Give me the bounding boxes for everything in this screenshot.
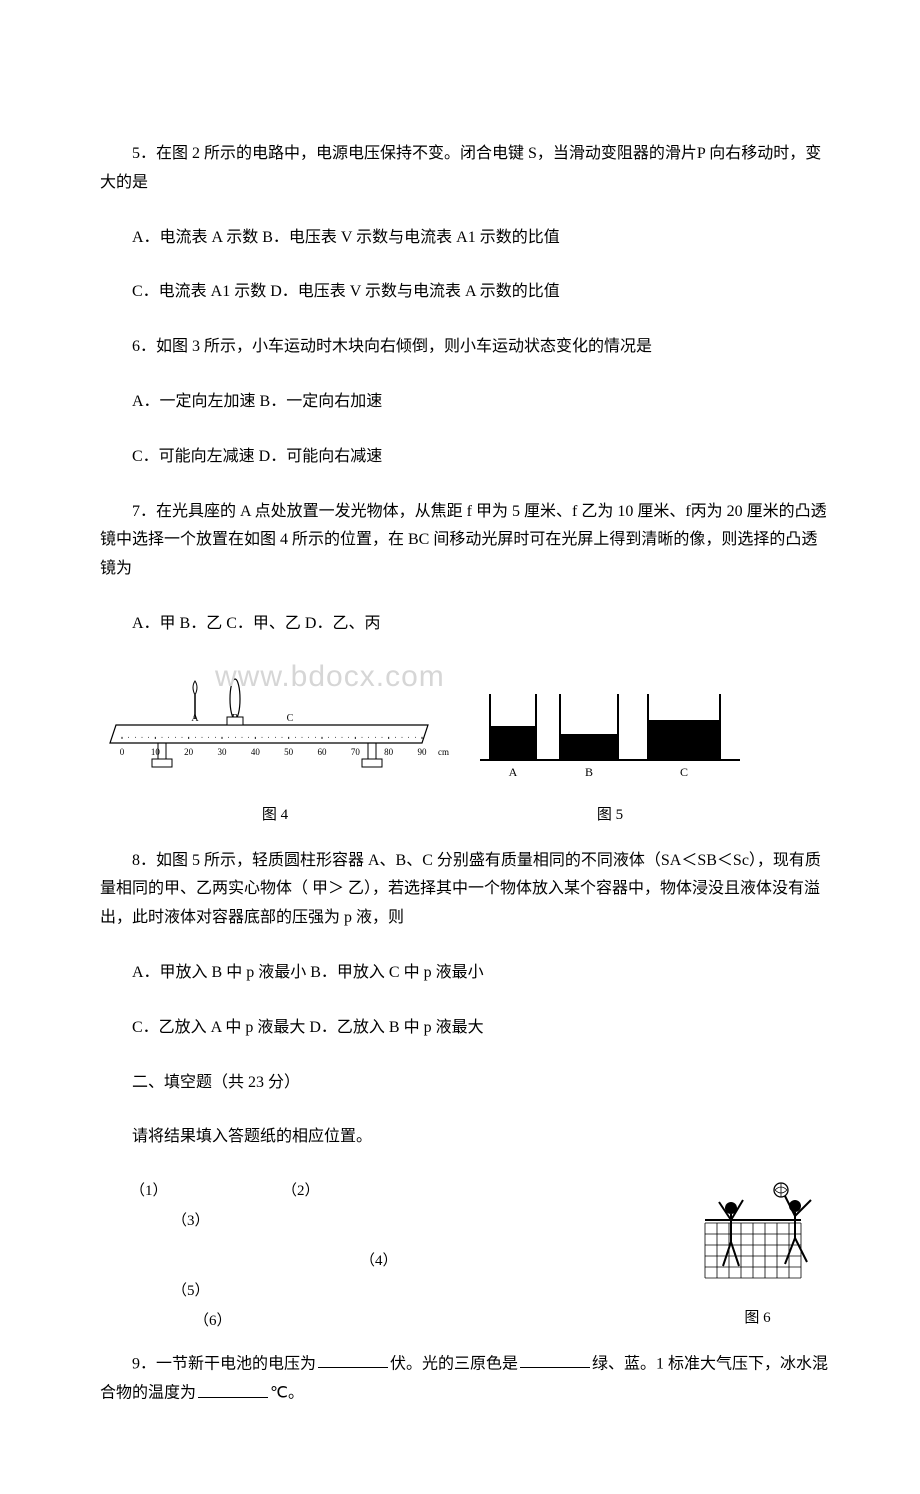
blank-3: （3） [172, 1208, 210, 1235]
q9: 9．一节新干电池的电压为伏。光的三原色是绿、蓝。1 标准大气压下，冰水混合物的温… [100, 1350, 830, 1408]
q9-pre: 9．一节新干电池的电压为 [132, 1355, 316, 1372]
svg-text:40: 40 [251, 747, 260, 757]
watermark: www.bdocx.com [215, 650, 445, 704]
q6-opts-ab: A．一定向左加速 B．一定向右加速 [100, 388, 830, 417]
svg-text:60: 60 [318, 747, 328, 757]
svg-text:C: C [287, 713, 294, 724]
section2-title: 二、填空题（共 23 分） [100, 1069, 830, 1098]
q9-blank-2 [520, 1350, 590, 1368]
fig6-svg [685, 1178, 830, 1288]
q7-stem: 7．在光具座的 A 点处放置一发光物体，从焦距 f 甲为 5 厘米、f 乙为 1… [100, 498, 830, 584]
blank-5: （5） [172, 1278, 210, 1305]
q9-blank-1 [318, 1350, 388, 1368]
blanks-row: （1） （2） （3） （4） （5） （6） 图 6 [100, 1178, 830, 1332]
blank-1: （1） [130, 1178, 168, 1205]
q8-opts-ab: A．甲放入 B 中 p 液最小 B．甲放入 C 中 p 液最小 [100, 959, 830, 988]
q9-post: ℃。 [270, 1385, 304, 1402]
svg-text:10: 10 [151, 747, 161, 757]
fig6-container: 图 6 [685, 1178, 830, 1332]
blank-2: （2） [282, 1178, 320, 1205]
fig4-label: 图 4 [100, 802, 450, 829]
svg-text:C: C [680, 765, 688, 779]
q8-stem: 8．如图 5 所示，轻质圆柱形容器 A、B、C 分别盛有质量相同的不同液体（SA… [100, 847, 830, 933]
q9-blank-3 [198, 1379, 268, 1397]
svg-text:90: 90 [418, 747, 428, 757]
fig5-label: 图 5 [480, 802, 740, 829]
q6-stem: 6．如图 3 所示，小车运动时木块向右倾倒，则小车运动状态变化的情况是 [100, 333, 830, 362]
svg-text:B: B [585, 765, 593, 779]
fig6-label: 图 6 [685, 1305, 830, 1332]
blank-6: （6） [194, 1308, 232, 1335]
q5-opts-cd: C．电流表 A1 示数 D．电压表 V 示数与电流表 A 示数的比值 [100, 278, 830, 307]
q8-opts-cd: C．乙放入 A 中 p 液最大 D．乙放入 B 中 p 液最大 [100, 1014, 830, 1043]
svg-text:80: 80 [384, 747, 394, 757]
fig5-container: A B C 图 5 [480, 690, 740, 829]
figure-row-1: 0 10 20 30 40 50 60 70 80 90 cm A B C 图 4 A B C 图 5 [100, 665, 830, 829]
section2-note: 请将结果填入答题纸的相应位置。 [100, 1123, 830, 1152]
svg-text:50: 50 [284, 747, 294, 757]
q5-stem: 5．在图 2 所示的电路中，电源电压保持不变。闭合电键 S，当滑动变阻器的滑片P… [100, 140, 830, 198]
q6-opts-cd: C．可能向左减速 D．可能向右减速 [100, 443, 830, 472]
svg-text:20: 20 [184, 747, 194, 757]
svg-text:30: 30 [218, 747, 228, 757]
svg-text:A: A [509, 765, 518, 779]
svg-text:cm: cm [438, 747, 449, 757]
q9-mid1: 伏。光的三原色是 [390, 1355, 518, 1372]
svg-text:70: 70 [351, 747, 361, 757]
q7-opts: A．甲 B．乙 C．甲、乙 D．乙、丙 [100, 610, 830, 639]
blank-4: （4） [360, 1248, 398, 1275]
svg-text:0: 0 [120, 747, 125, 757]
q5-opts-ab: A．电流表 A 示数 B．电压表 V 示数与电流表 A1 示数的比值 [100, 224, 830, 253]
blank-nums: （1）（2）（3）（4）（5）（6） [100, 1178, 665, 1328]
fig5-svg: A B C [480, 690, 740, 785]
